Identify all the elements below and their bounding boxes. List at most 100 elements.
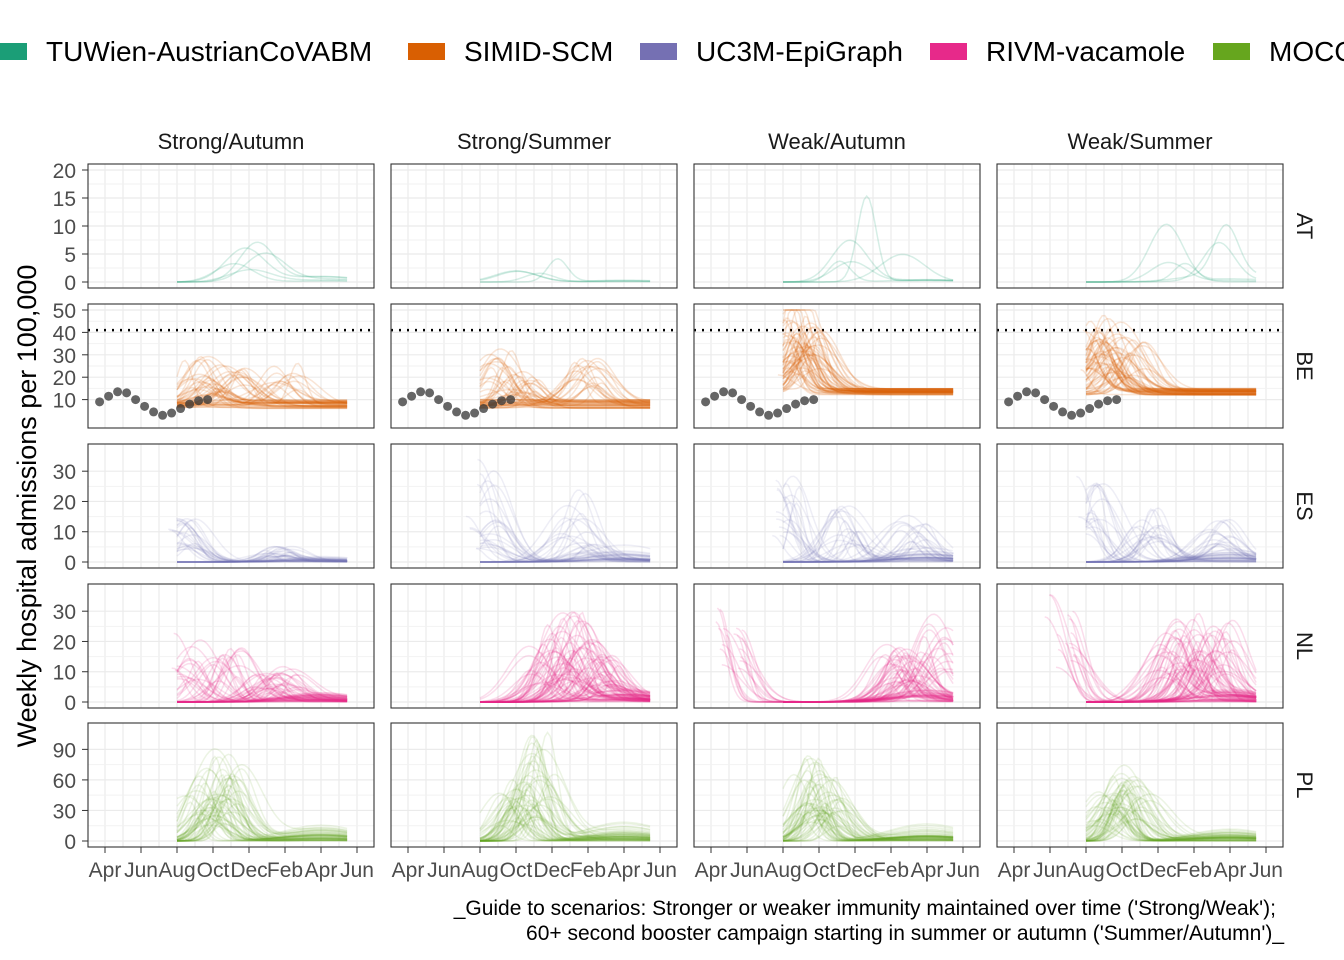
series-line [1085, 824, 1257, 842]
series-line [1056, 633, 1255, 703]
series-line [176, 548, 348, 563]
series-line [783, 519, 954, 563]
series-line [779, 534, 953, 563]
series-line [480, 673, 651, 703]
series-line [177, 674, 348, 703]
series-line [177, 672, 348, 703]
series-line [480, 532, 651, 563]
series-line [1085, 341, 1257, 392]
series-line [783, 681, 954, 703]
observed-point [176, 404, 186, 414]
series-line [778, 526, 952, 563]
series-line [783, 638, 954, 703]
series-line [176, 519, 348, 563]
series-line [176, 375, 348, 410]
series-line [1086, 643, 1257, 703]
series-line [176, 383, 348, 407]
series-line [782, 309, 954, 390]
series-line [480, 544, 651, 563]
series-line [480, 661, 651, 703]
x-tick-label: Apr [998, 859, 1031, 882]
series-line [1085, 794, 1257, 840]
series-line [480, 680, 651, 703]
y-tick-label: 10 [53, 522, 76, 545]
y-tick-label: 40 [53, 322, 76, 345]
series-line [176, 518, 348, 563]
series-line [782, 319, 954, 393]
panel-AT-2 [693, 163, 981, 289]
series-line [1086, 619, 1257, 703]
observed-point [1013, 391, 1023, 401]
series-line [177, 674, 348, 703]
series-line [177, 653, 348, 703]
observed-point [1031, 388, 1041, 398]
series-line [176, 777, 348, 840]
series-line [783, 524, 954, 563]
observed-point [791, 399, 801, 409]
panel-frame [87, 443, 375, 569]
series-line [479, 796, 651, 842]
series-line [1085, 509, 1257, 563]
series-line [1086, 628, 1257, 703]
series-line [176, 377, 348, 405]
series-line [1085, 792, 1257, 842]
observed-point [809, 395, 819, 405]
y-axis-label: Weekly hospital admissions per 100,000 [12, 265, 42, 748]
series-line [479, 760, 651, 842]
series-line [782, 340, 954, 393]
panel-BE-1 [390, 303, 678, 429]
series-line [1086, 508, 1257, 563]
series-line [783, 530, 954, 563]
series-line [783, 665, 954, 703]
facet-row-NL: NL [1292, 632, 1317, 660]
series-line [177, 790, 348, 842]
series-line [782, 821, 954, 841]
series-line [1086, 636, 1257, 703]
series-line [1085, 358, 1257, 396]
x-tick-label: Dec [533, 859, 570, 882]
series-line [176, 359, 348, 409]
series-line [1086, 660, 1257, 703]
series-line [172, 529, 348, 563]
panel-frame [693, 583, 981, 709]
caption-line-2: 60+ second booster campaign starting in … [526, 922, 1284, 945]
series-line [177, 673, 348, 703]
series-line [782, 357, 954, 396]
series-line [177, 687, 348, 703]
series-line [783, 635, 954, 703]
series-line [479, 792, 651, 840]
series-line [480, 504, 651, 563]
panel-BE-3 [996, 303, 1284, 429]
panel-PL-0: Apr Jun Aug Oct Dec Feb Apr Jun [87, 722, 375, 882]
series-line [1072, 653, 1257, 703]
series-line [1072, 610, 1257, 703]
series-line [1085, 809, 1257, 841]
y-tick-label: 10 [53, 216, 76, 239]
series-line [469, 528, 651, 563]
x-tick-label: Dec [836, 859, 873, 882]
series-line [1085, 314, 1257, 396]
series-line [177, 673, 348, 703]
series-line [740, 656, 954, 703]
series-line [776, 518, 952, 563]
series-line [176, 660, 348, 703]
series-line [169, 529, 348, 563]
series-line [782, 798, 954, 842]
series-line [1085, 820, 1257, 842]
series-line [1086, 655, 1257, 703]
series-line [176, 378, 348, 401]
series-line [783, 524, 954, 563]
series-line [1086, 619, 1257, 703]
series-line [479, 774, 651, 841]
series-line [1086, 654, 1257, 703]
series-line [176, 370, 348, 407]
panel-ES-0 [87, 443, 375, 569]
y-tick-label: 20 [53, 160, 76, 183]
x-tick-label: Jun [730, 859, 764, 882]
series-line [176, 547, 348, 563]
series-line [783, 539, 954, 563]
series-line [1086, 668, 1257, 703]
series-line [1086, 618, 1257, 703]
series-line [177, 541, 348, 563]
series-line [783, 648, 954, 703]
